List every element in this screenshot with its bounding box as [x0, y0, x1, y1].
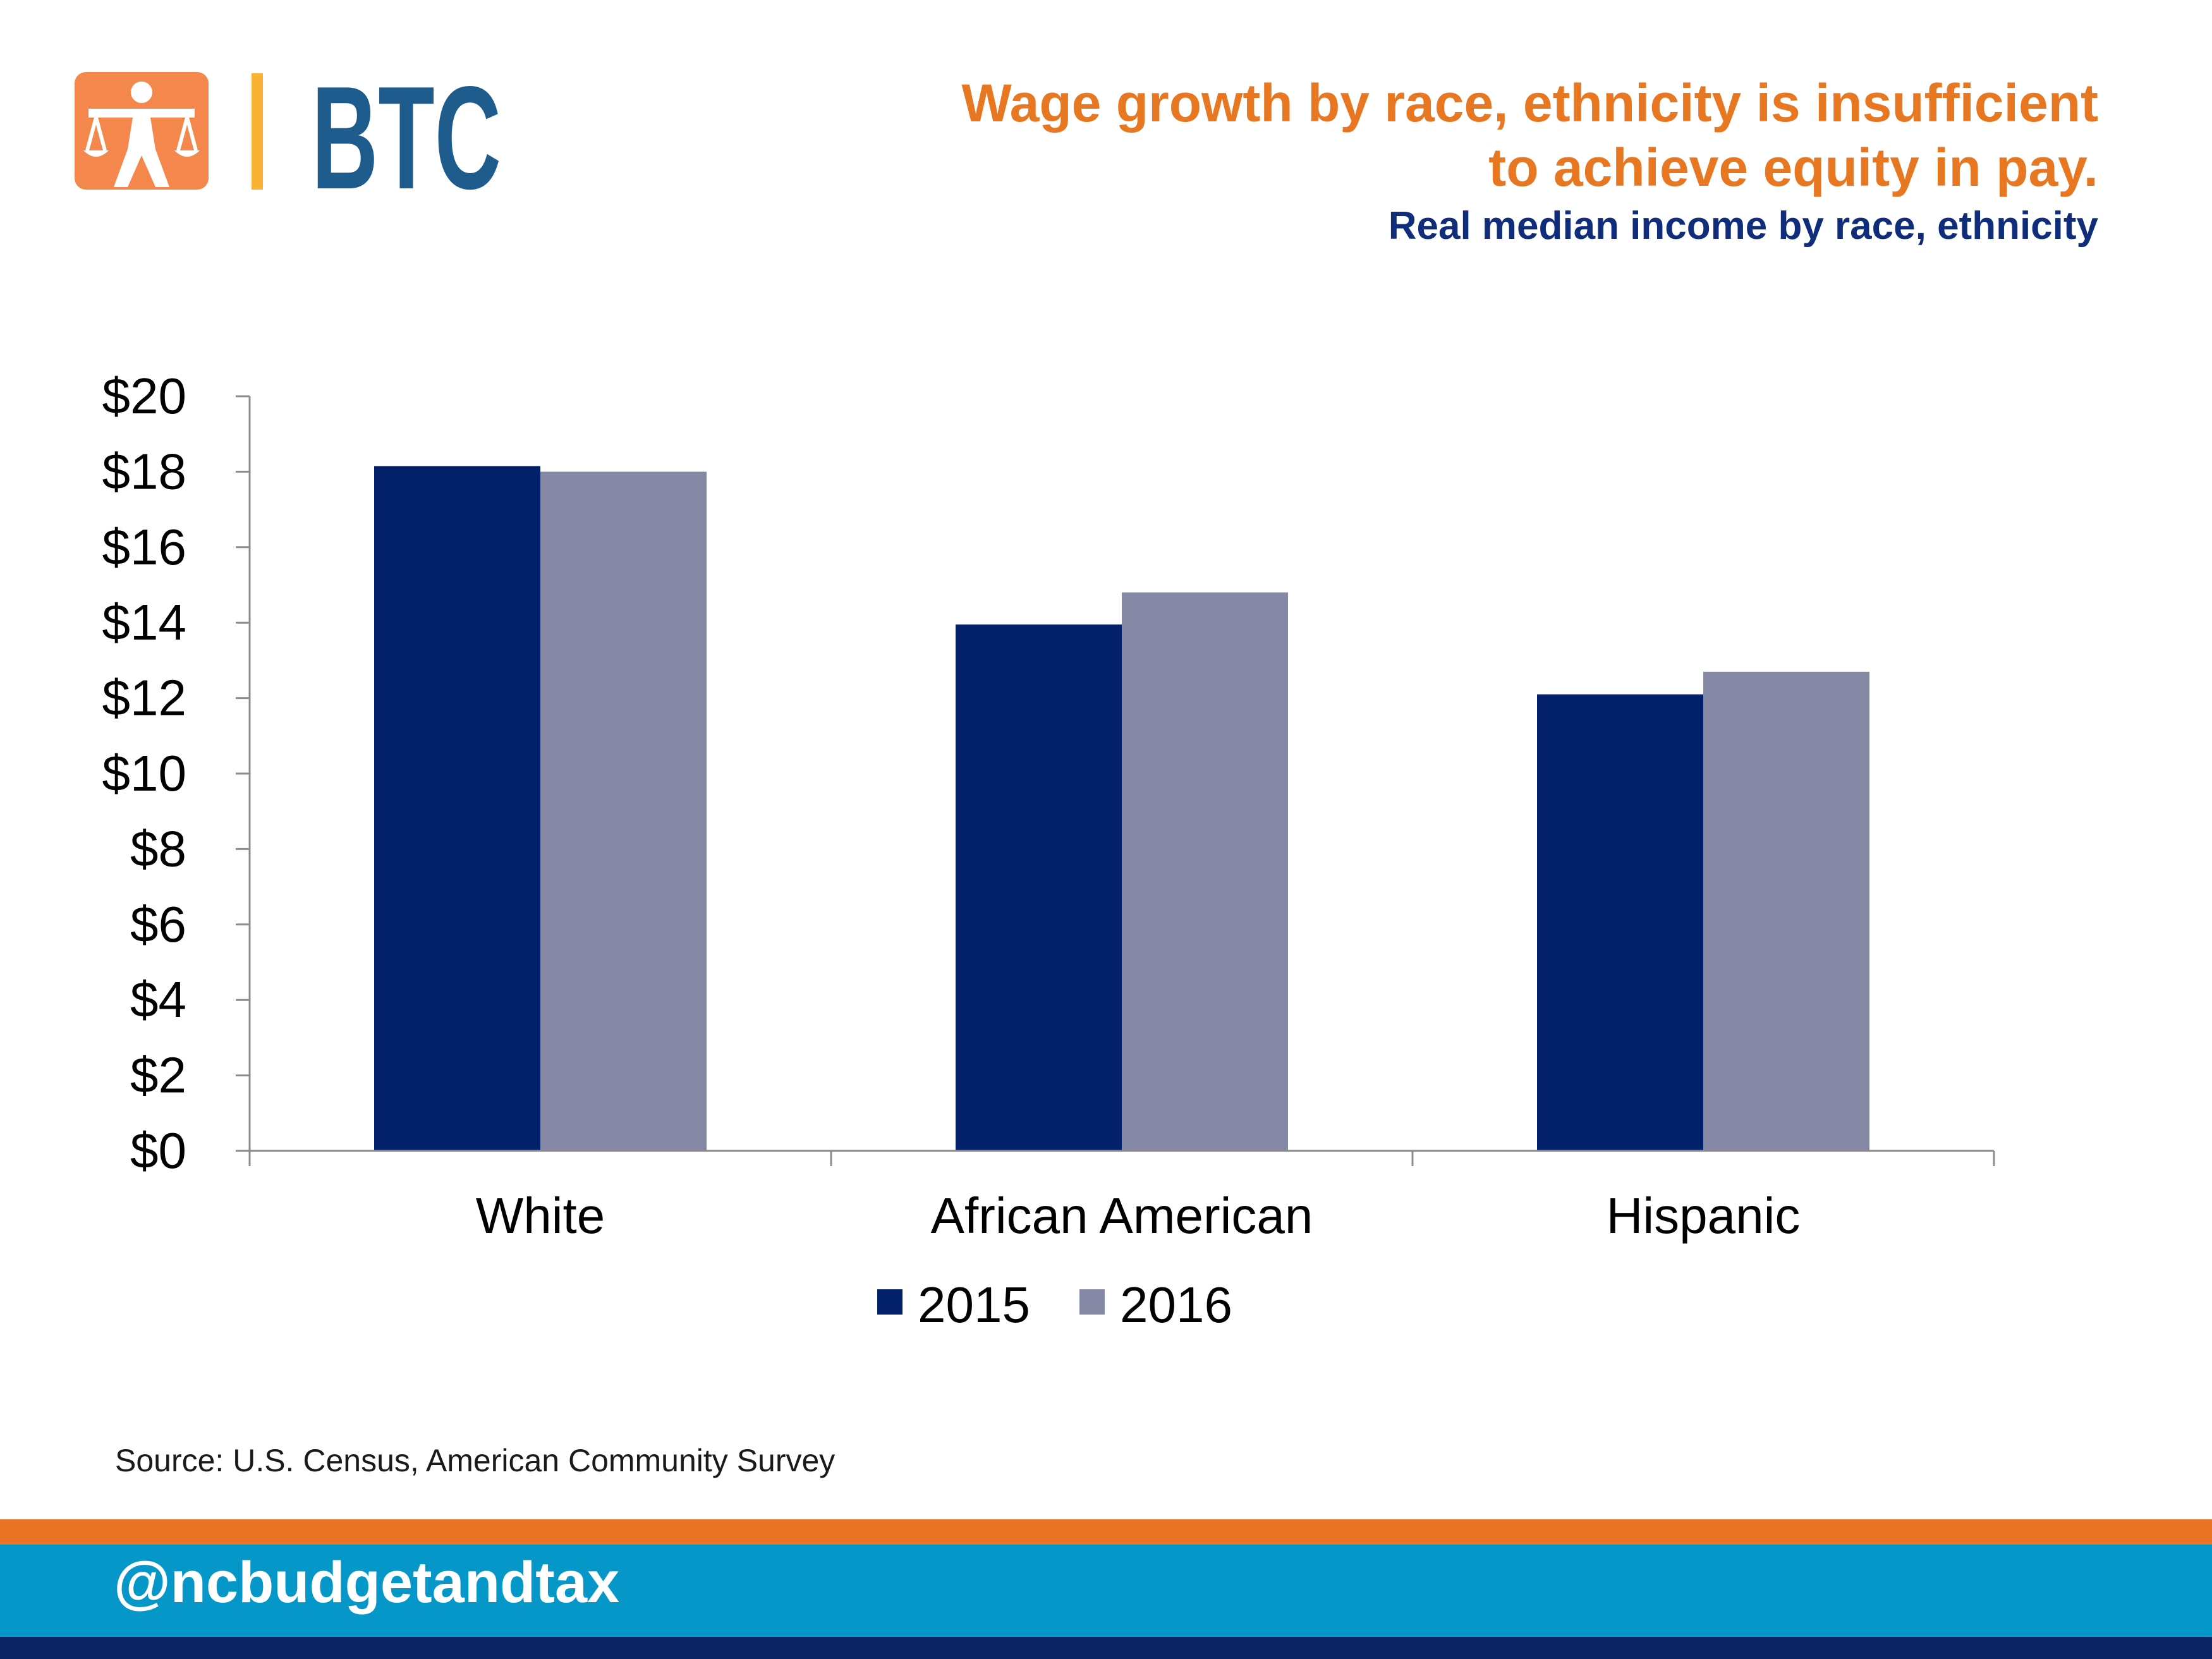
chart-title-line-2: to achieve equity in pay.: [1488, 138, 2098, 197]
chart-axes: [248, 396, 1995, 1166]
y-tick-label: $18: [102, 443, 186, 499]
y-tick-label: $12: [102, 670, 186, 726]
bar-2016-african-american: [1122, 592, 1288, 1151]
social-handle: @ncbudgetandtax: [114, 1550, 620, 1615]
y-tick-label: $14: [102, 594, 186, 650]
chart-subtitle: Real median income by race, ethnicity: [1388, 204, 2098, 248]
legend-swatch-2015: [877, 1289, 902, 1315]
chart-legend: 2015 2016: [877, 1277, 1232, 1333]
bar-2016-hispanic: [1703, 671, 1869, 1151]
y-tick-label: $10: [102, 745, 186, 801]
bar-chart: $0 $2 $4 $6 $8 $10 $12 $14 $16 $18 $20 White Africa…: [102, 368, 1995, 1333]
y-tick-label: $8: [130, 820, 186, 877]
footer-band-blue: [0, 1545, 2212, 1637]
y-tick-label: $6: [130, 896, 186, 952]
footer-band-navy: [0, 1637, 2212, 1659]
footer-band-orange: [0, 1519, 2212, 1545]
logo-text: BTC: [312, 68, 501, 195]
legend-label-2015: 2015: [918, 1277, 1030, 1333]
x-tick-label: Hispanic: [1607, 1188, 1801, 1244]
bar-2015-white: [374, 466, 540, 1151]
chart-title: Wage growth by race, ethnicity is insuff…: [771, 71, 2098, 200]
y-tick-label: $16: [102, 519, 186, 575]
x-tick-label: African American: [931, 1188, 1313, 1244]
bar-series: [374, 466, 1869, 1151]
y-axis-ticks: $0 $2 $4 $6 $8 $10 $12 $14 $16 $18 $20: [102, 368, 250, 1179]
bar-2015-african-american: [956, 624, 1122, 1151]
legend-label-2016: 2016: [1120, 1277, 1232, 1333]
y-tick-label: $0: [130, 1122, 186, 1179]
y-tick-label: $2: [130, 1047, 186, 1103]
source-note: Source: U.S. Census, American Community …: [115, 1443, 836, 1478]
btc-logo: BTC: [75, 68, 501, 195]
y-tick-label: $4: [130, 971, 186, 1028]
y-tick-label: $20: [102, 368, 186, 424]
bar-2015-hispanic: [1537, 694, 1703, 1151]
legend-swatch-2016: [1079, 1289, 1105, 1315]
x-axis-labels: White African American Hispanic: [476, 1188, 1801, 1244]
figure-head-icon: [131, 82, 152, 103]
chart-title-line-1: Wage growth by race, ethnicity is insuff…: [961, 73, 2098, 133]
x-tick-label: White: [476, 1188, 605, 1244]
bar-2016-white: [540, 471, 707, 1151]
logo-divider: [252, 73, 263, 190]
